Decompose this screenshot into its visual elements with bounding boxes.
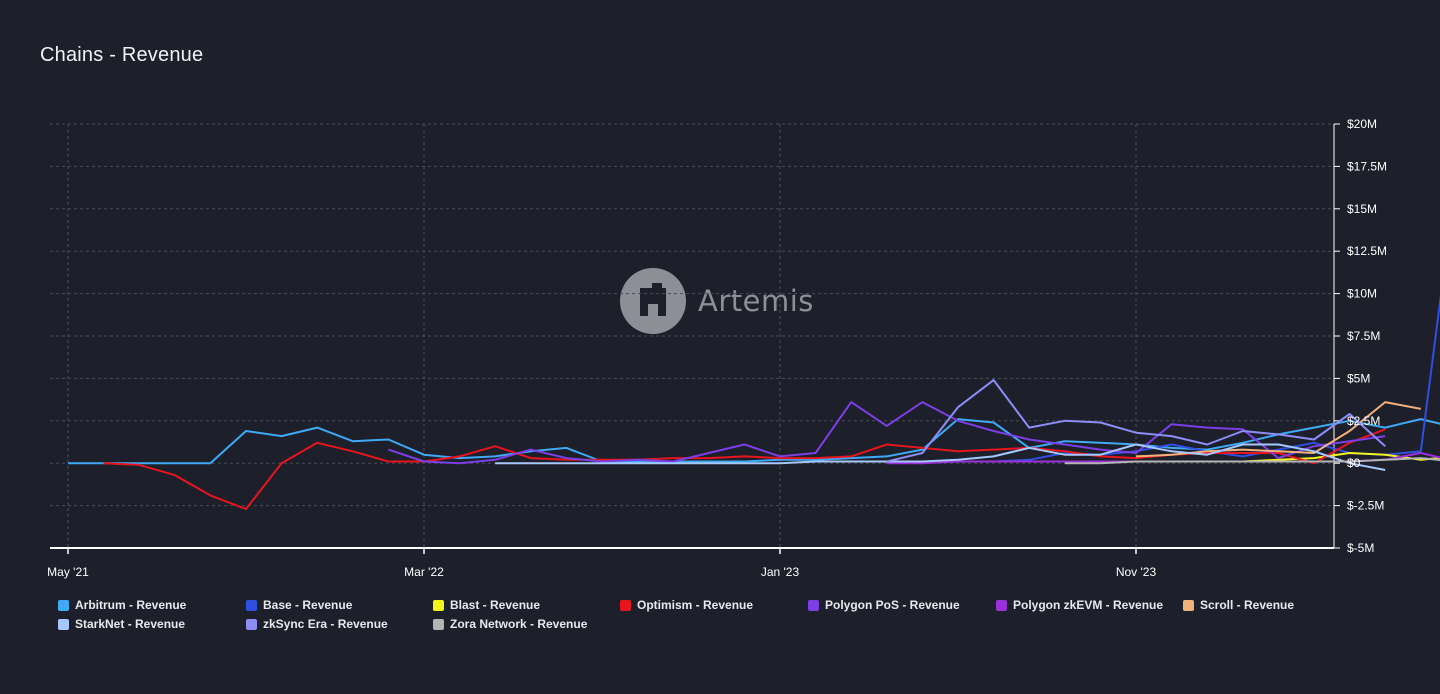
legend-swatch bbox=[1183, 599, 1194, 611]
legend-label: Base - Revenue bbox=[263, 598, 353, 612]
legend-row: StarkNet - Revenue zkSync Era - Revenue Zo… bbox=[58, 617, 1438, 636]
legend-label: zkSync Era - Revenue bbox=[263, 617, 388, 631]
legend-item[interactable]: Optimism - Revenue bbox=[620, 598, 753, 612]
x-tick-label: Jan '23 bbox=[761, 565, 800, 579]
legend-swatch bbox=[433, 618, 444, 630]
legend-swatch bbox=[58, 618, 69, 630]
watermark-text: Artemis bbox=[698, 284, 814, 318]
legend-item[interactable]: Base - Revenue bbox=[246, 598, 352, 612]
legend-item[interactable]: Arbitrum - Revenue bbox=[58, 598, 186, 612]
legend-label: Zora Network - Revenue bbox=[450, 617, 588, 631]
series-line-zksync-era-revenue[interactable] bbox=[886, 379, 1386, 463]
legend-swatch bbox=[996, 599, 1007, 611]
series-line-polygon-pos-revenue[interactable] bbox=[388, 401, 1386, 465]
legend-swatch bbox=[58, 599, 69, 611]
legend-swatch bbox=[433, 599, 444, 611]
grid-lines bbox=[50, 123, 1334, 548]
legend-row: Arbitrum - Revenue Base - Revenue Blast - … bbox=[58, 598, 1438, 617]
y-tick-label: $17.5M bbox=[1347, 159, 1387, 173]
artemis-watermark: Artemis bbox=[620, 268, 814, 334]
legend-item[interactable]: Polygon zkEVM - Revenue bbox=[996, 598, 1163, 612]
y-tick-label: $-5M bbox=[1347, 541, 1374, 555]
y-tick-label: $2.5M bbox=[1347, 414, 1380, 428]
y-tick-label: $5M bbox=[1347, 371, 1370, 385]
legend-label: Scroll - Revenue bbox=[1200, 598, 1295, 612]
chart-legend: Arbitrum - Revenue Base - Revenue Blast - … bbox=[58, 598, 1438, 636]
chart-title: Chains - Revenue bbox=[40, 44, 204, 66]
legend-label: Blast - Revenue bbox=[450, 598, 541, 612]
series-line-arbitrum-revenue[interactable] bbox=[68, 418, 1440, 465]
y-tick-label: $7.5M bbox=[1347, 329, 1380, 343]
y-tick-label: $-2.5M bbox=[1347, 499, 1384, 513]
legend-label: Optimism - Revenue bbox=[637, 598, 754, 612]
legend-label: Arbitrum - Revenue bbox=[75, 598, 187, 612]
legend-swatch bbox=[246, 599, 257, 611]
legend-item[interactable]: Blast - Revenue bbox=[433, 598, 540, 612]
x-tick-label: Mar '22 bbox=[404, 565, 444, 579]
series-line-zora-network-revenue[interactable] bbox=[1064, 457, 1440, 465]
legend-item[interactable]: zkSync Era - Revenue bbox=[246, 617, 388, 631]
y-tick-label: $0 bbox=[1347, 456, 1361, 470]
artemis-logo-icon bbox=[620, 268, 686, 334]
y-tick-label: $20M bbox=[1347, 117, 1377, 131]
legend-item[interactable]: StarkNet - Revenue bbox=[58, 617, 185, 631]
series-line-starknet-revenue[interactable] bbox=[495, 443, 1386, 471]
x-tick-label: May '21 bbox=[47, 565, 89, 579]
legend-swatch bbox=[246, 618, 257, 630]
x-tick-label: Nov '23 bbox=[1116, 565, 1157, 579]
legend-label: StarkNet - Revenue bbox=[75, 617, 186, 631]
legend-item[interactable]: Polygon PoS - Revenue bbox=[808, 598, 960, 612]
legend-label: Polygon zkEVM - Revenue bbox=[1013, 598, 1164, 612]
series-lines bbox=[68, 294, 1440, 510]
y-tick-label: $10M bbox=[1347, 287, 1377, 301]
legend-item[interactable]: Scroll - Revenue bbox=[1183, 598, 1294, 612]
axis-labels: $20M $17.5M $15M $12.5M $10M $7.5M $5M $2.5M $0 $… bbox=[47, 117, 1387, 579]
legend-swatch bbox=[808, 599, 819, 611]
legend-label: Polygon PoS - Revenue bbox=[825, 598, 960, 612]
y-tick-label: $12.5M bbox=[1347, 244, 1387, 258]
axes bbox=[50, 123, 1340, 554]
series-line-blast-revenue[interactable] bbox=[1242, 407, 1440, 463]
series-line-scroll-revenue[interactable] bbox=[1135, 401, 1421, 458]
legend-item[interactable]: Zora Network - Revenue bbox=[433, 617, 587, 631]
y-tick-label: $15M bbox=[1347, 202, 1377, 216]
legend-swatch bbox=[620, 599, 631, 611]
